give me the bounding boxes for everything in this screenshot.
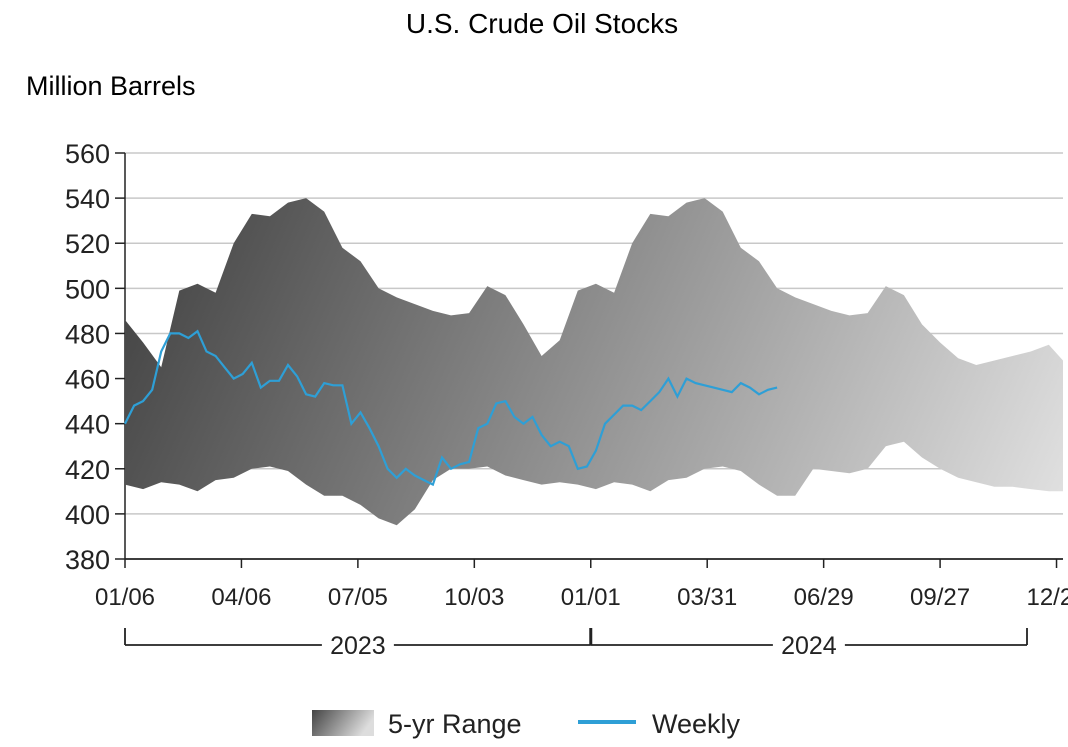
x-tick-label: 10/03 <box>444 584 504 611</box>
chart-title: U.S. Crude Oil Stocks <box>406 8 678 39</box>
x-tick-label: 06/29 <box>794 584 854 611</box>
legend-swatch-range <box>312 710 374 736</box>
y-tick-label: 480 <box>65 319 110 349</box>
legend: 5-yr Range Weekly <box>312 709 741 739</box>
year-label-bg <box>321 631 394 659</box>
x-tick-label: 09/27 <box>910 584 970 611</box>
x-tick-label: 12/26 <box>1026 584 1068 611</box>
y-tick-label: 560 <box>65 139 110 169</box>
y-tick-label: 400 <box>65 500 110 530</box>
x-tick-label: 04/06 <box>211 584 271 611</box>
x-tick-label: 01/01 <box>561 584 621 611</box>
y-tick-label: 520 <box>65 229 110 259</box>
y-tick-label: 460 <box>65 365 110 395</box>
x-axis: 01/06 04/06 07/05 10/03 01/01 03/31 06/29 09/27… <box>95 558 1068 611</box>
year-brackets: 2023 2024 <box>124 628 1028 660</box>
year-label: 2023 <box>330 632 386 660</box>
legend-label-weekly: Weekly <box>652 709 741 739</box>
y-tick-label: 500 <box>65 274 110 304</box>
y-tick-label: 420 <box>65 455 110 485</box>
five-year-range-band <box>125 198 1063 526</box>
legend-label-range: 5-yr Range <box>388 709 522 739</box>
year-label: 2024 <box>781 632 837 660</box>
y-tick-label: 440 <box>65 410 110 440</box>
x-tick-label: 07/05 <box>328 584 388 611</box>
weekly-series-line <box>124 329 778 487</box>
year-label-bg <box>772 631 845 659</box>
x-tick-label: 03/31 <box>677 584 737 611</box>
y-axis-label: Million Barrels <box>26 71 196 101</box>
y-tick-label: 380 <box>65 545 110 575</box>
y-axis-ticks: 380 400 420 440 460 480 500 520 540 560 <box>65 139 126 575</box>
x-tick-label: 01/06 <box>95 584 155 611</box>
y-tick-label: 540 <box>65 184 110 214</box>
